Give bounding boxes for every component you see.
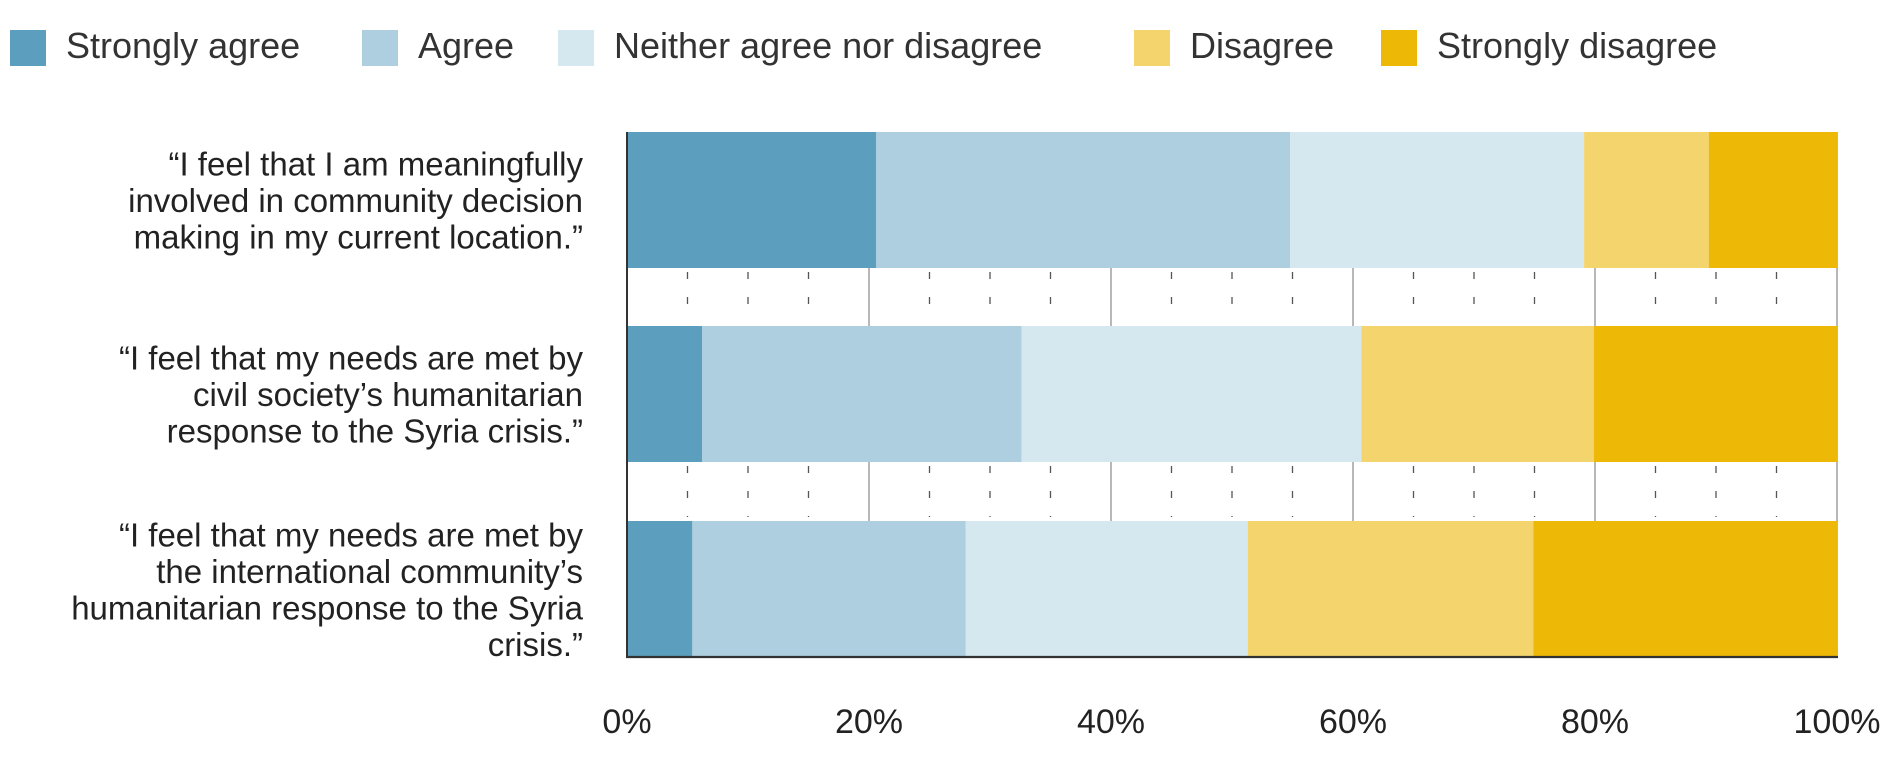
legend-swatch [558, 30, 594, 66]
bar-segment [876, 132, 1291, 268]
bar-segment [1708, 132, 1837, 268]
bar-segment [702, 326, 1022, 462]
bar-segment [1533, 521, 1837, 657]
legend-swatch [362, 30, 398, 66]
legend-swatch [10, 30, 46, 66]
bar-segment [627, 521, 693, 657]
category-label: response to the Syria crisis.” [167, 413, 583, 450]
legend-label: Disagree [1190, 25, 1334, 66]
category-label: involved in community decision [128, 182, 583, 219]
x-tick-label: 40% [1077, 703, 1145, 741]
legend-swatch [1134, 30, 1170, 66]
bar-segment [1361, 326, 1594, 462]
bar-segment [627, 326, 703, 462]
x-tick-label: 0% [602, 703, 651, 741]
category-label: “I feel that I am meaningfully [168, 146, 583, 183]
category-label: making in my current location.” [134, 219, 583, 256]
legend-label: Strongly agree [66, 25, 300, 66]
bar-segment [1593, 326, 1837, 462]
x-tick-label: 100% [1794, 703, 1881, 741]
legend-label: Neither agree nor disagree [614, 25, 1042, 66]
legend-label: Agree [418, 25, 514, 66]
category-label: humanitarian response to the Syria [71, 589, 583, 626]
legend-swatch [1381, 30, 1417, 66]
bar-segment [627, 132, 877, 268]
bar-segment [692, 521, 966, 657]
category-label: the international community’s [156, 553, 583, 590]
bar-segment [1584, 132, 1709, 268]
category-label: crisis.” [488, 626, 583, 663]
x-tick-label: 60% [1319, 703, 1387, 741]
bar-segment [1290, 132, 1585, 268]
category-label: “I feel that my needs are met by [119, 340, 584, 377]
bar-segment [1247, 521, 1534, 657]
bar-segment [1021, 326, 1362, 462]
category-label: “I feel that my needs are met by [119, 516, 584, 553]
x-tick-label: 80% [1561, 703, 1629, 741]
bar-segment [965, 521, 1248, 657]
legend-label: Strongly disagree [1437, 25, 1717, 66]
category-label: civil society’s humanitarian [193, 376, 583, 413]
x-tick-label: 20% [835, 703, 903, 741]
